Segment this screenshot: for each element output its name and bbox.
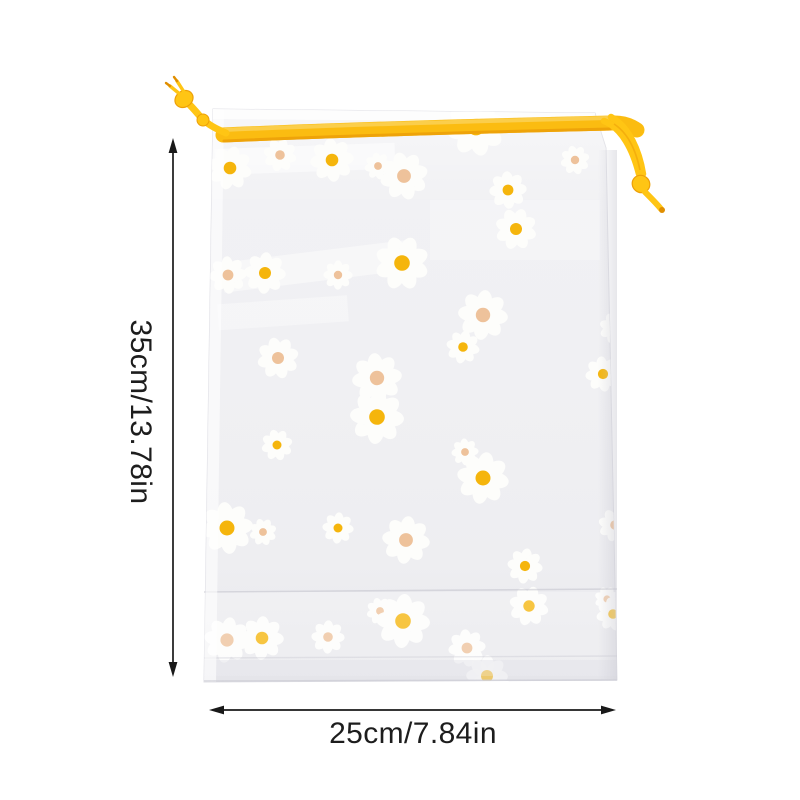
daisy <box>240 616 284 660</box>
dimension-annotations <box>168 138 616 715</box>
daisy-center <box>458 342 468 352</box>
daisy-center <box>570 155 580 165</box>
daisy-petal <box>377 368 402 385</box>
daisy <box>263 138 297 172</box>
daisy-center <box>323 632 333 642</box>
cord-right-end <box>600 113 665 213</box>
daisy <box>560 145 590 175</box>
daisy-center <box>397 169 411 183</box>
daisy <box>446 330 480 364</box>
daisy-center <box>395 613 411 629</box>
arrowhead-up-icon <box>168 138 178 153</box>
daisy-center <box>502 184 514 196</box>
daisy-center <box>259 267 271 279</box>
bag <box>164 75 665 683</box>
daisy-center <box>394 255 410 271</box>
bag-body-shading <box>204 109 617 682</box>
bag-creases <box>203 109 618 682</box>
daisy-center <box>519 560 531 572</box>
daisy-center <box>461 448 469 456</box>
daisy-center <box>255 631 269 645</box>
daisy <box>208 146 252 190</box>
width-arrow <box>209 705 616 715</box>
width-dimension-label: 25cm/7.84in <box>329 717 497 750</box>
daisy <box>352 353 402 403</box>
daisy-petal <box>465 447 479 456</box>
daisy <box>257 337 299 379</box>
daisy <box>489 171 527 209</box>
cord-band-shade <box>222 127 612 143</box>
arrowhead-down-icon <box>168 662 178 677</box>
daisy <box>322 512 354 544</box>
daisy <box>350 390 404 444</box>
daisy <box>311 620 345 654</box>
height-arrow <box>168 138 178 677</box>
daisy <box>448 629 486 667</box>
daisy-petal <box>508 183 527 196</box>
daisy <box>249 518 277 546</box>
daisy-center <box>272 440 282 450</box>
daisy <box>380 152 428 200</box>
daisy-center <box>275 150 285 160</box>
daisy <box>509 586 549 626</box>
daisy <box>382 516 430 564</box>
daisy <box>244 252 286 294</box>
cord-band-highlight <box>221 116 610 132</box>
daisy-center <box>475 307 491 323</box>
daisy-center <box>374 162 382 170</box>
daisy-center <box>475 470 491 486</box>
daisy-petal <box>227 518 253 535</box>
drawstring-cord <box>164 75 665 213</box>
daisy-pattern <box>204 109 617 682</box>
height-dimension-label: 35cm/13.78in <box>124 319 157 505</box>
arrowhead-left-icon <box>209 705 224 715</box>
daisy-center <box>259 528 267 536</box>
daisy <box>310 138 354 182</box>
daisy-center <box>223 161 237 175</box>
arrowhead-right-icon <box>601 705 616 715</box>
daisy <box>323 260 353 290</box>
daisy-petal <box>467 640 486 653</box>
right-edge-shadow <box>598 150 617 680</box>
daisy-petal <box>332 152 354 166</box>
daisy-center <box>369 370 385 386</box>
daisy-center <box>220 633 234 647</box>
daisy-center <box>461 642 473 654</box>
daisy-center <box>333 523 343 533</box>
daisy <box>507 548 543 584</box>
daisy-center <box>333 270 343 280</box>
daisy <box>458 290 508 340</box>
daisy-center <box>399 533 413 547</box>
daisy-center <box>272 352 284 364</box>
daisy-center <box>510 223 522 235</box>
daisy <box>261 429 293 461</box>
daisy-center <box>219 520 235 536</box>
daisy-center <box>481 670 493 682</box>
daisy <box>496 209 536 249</box>
daisy <box>457 452 509 504</box>
daisy <box>376 594 430 648</box>
daisy-center <box>523 600 535 612</box>
daisy-petal <box>228 268 247 281</box>
daisy-center <box>222 269 234 281</box>
daisy-center <box>325 153 339 167</box>
daisy-center <box>369 409 385 425</box>
bottom-edge <box>203 679 618 682</box>
cord-left-end <box>164 75 230 137</box>
daisy <box>376 237 428 289</box>
left-edge-highlight <box>204 109 224 682</box>
